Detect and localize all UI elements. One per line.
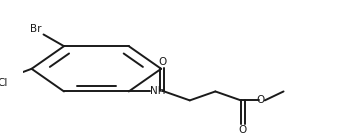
- Text: NH: NH: [150, 86, 166, 96]
- Text: Br: Br: [30, 24, 42, 34]
- Text: O: O: [257, 95, 265, 105]
- Text: O: O: [238, 125, 247, 135]
- Text: Cl: Cl: [0, 78, 8, 88]
- Text: O: O: [158, 57, 167, 67]
